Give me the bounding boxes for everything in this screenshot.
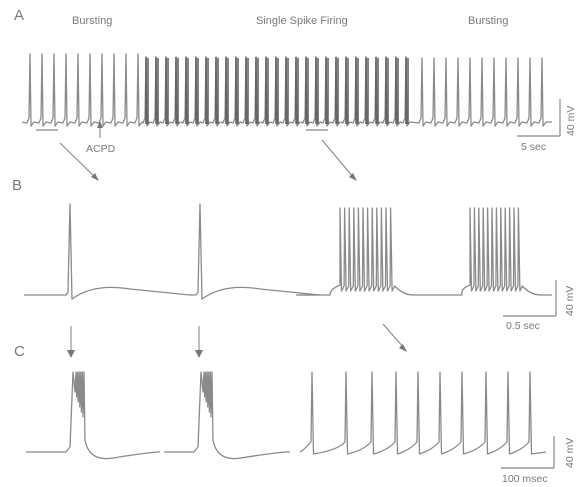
panel-c-scale-v: 40 mV: [564, 438, 576, 468]
panel-a-scale-t: 5 sec: [521, 141, 546, 153]
arrow-head-a-to-b-right-icon: [349, 173, 357, 181]
panel-a-letter: A: [14, 7, 24, 24]
panel-a-scale-v: 40 mV: [565, 106, 577, 136]
arrow-a-to-b-right: [321, 139, 355, 179]
acpd-label: ACPD: [86, 143, 116, 155]
panel-b-fast-bursts: [298, 207, 552, 296]
panel-b: B 0.5 sec 40 mV: [12, 177, 576, 358]
arrow-a-to-b-left: [59, 142, 97, 179]
panel-c-scale-t: 100 msec: [502, 473, 548, 485]
acpd-pointer-icon: [97, 121, 103, 128]
arrow-head-a-to-b-left-icon: [91, 173, 99, 181]
panel-c-expanded-bursts: [26, 371, 290, 460]
arrow-head-b-to-c-1-icon: [67, 350, 75, 358]
panel-a-header-mid: Single Spike Firing: [256, 15, 348, 27]
arrow-head-b-to-c-2-icon: [195, 350, 203, 358]
panel-b-letter: B: [12, 177, 22, 194]
panel-b-scale-t: 0.5 sec: [506, 320, 540, 332]
panel-a: A Bursting Single Spike Firing Bursting …: [14, 7, 577, 181]
arrow-b-to-c-3: [382, 323, 405, 349]
panel-b-slow-bursts: [24, 203, 321, 300]
panel-a-trace: [21, 53, 552, 127]
panel-b-trace: [24, 203, 552, 300]
panel-a-voltage-trace: [21, 53, 552, 127]
panel-b-scale-v: 40 mV: [564, 286, 576, 316]
arrow-head-b-to-c-3-icon: [399, 344, 407, 352]
panel-a-dense-spikes: [145, 57, 409, 124]
panel-c: C 100 msec 40 mV: [14, 343, 576, 485]
panel-a-header-right: Bursting: [468, 15, 508, 27]
panel-c-trace: [26, 371, 547, 460]
panel-c-expanded-single-spikes: [299, 371, 547, 455]
panel-a-header-left: Bursting: [72, 15, 112, 27]
panel-c-letter: C: [14, 343, 25, 360]
